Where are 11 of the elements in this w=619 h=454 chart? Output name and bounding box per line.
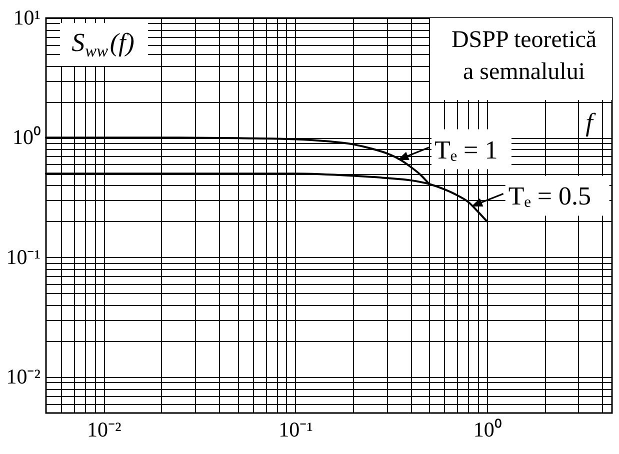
text: DSPP teoretică a semnalului: [451, 27, 597, 85]
y-tick-label: 10¹: [13, 6, 40, 30]
y-tick-label: 10⁻¹: [6, 244, 40, 269]
annotation: Tₑ = 0.5: [508, 182, 592, 211]
x-tick-label: 10⁻²: [87, 418, 122, 442]
x-axis-title: f: [586, 108, 597, 137]
y-tick-label: 10⁻²: [6, 364, 40, 388]
y-tick-label: 10⁰: [12, 125, 40, 150]
x-tick-label: 10⁰: [473, 418, 502, 442]
annotation: Tₑ = 1: [434, 135, 498, 164]
x-tick-label: 10⁻¹: [278, 418, 313, 442]
